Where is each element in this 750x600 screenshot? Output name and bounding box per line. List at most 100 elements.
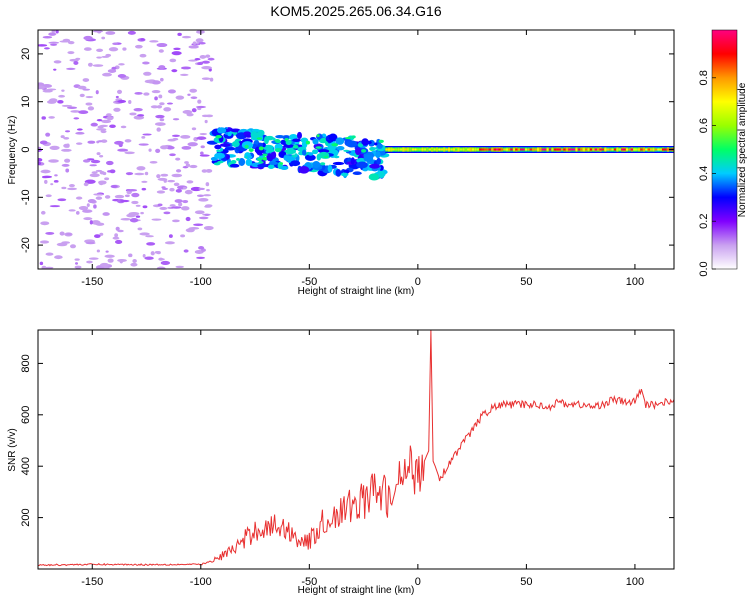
spectrogram-cell — [115, 226, 120, 231]
spectrogram-cell — [45, 231, 55, 235]
central-line-core — [565, 148, 569, 151]
spectrogram-cell — [166, 145, 175, 150]
spectrogram-cell — [144, 256, 154, 260]
spectrogram-cell — [266, 148, 275, 153]
spectrogram-cell — [66, 106, 78, 109]
central-line-core — [592, 148, 596, 151]
central-line-core — [609, 148, 613, 151]
spectrogram-core — [357, 143, 364, 148]
central-line-core — [520, 148, 524, 151]
spectrogram-cell — [67, 40, 75, 45]
spectrogram-cell — [354, 147, 362, 156]
spectrogram-cell — [115, 95, 119, 99]
spectrogram-cell — [91, 171, 98, 174]
spectrogram-cell — [107, 69, 117, 73]
spectrogram-cell — [201, 169, 208, 173]
spectrogram-cell — [201, 65, 212, 70]
spectrogram-cell — [83, 182, 89, 187]
spectrogram-cell — [163, 179, 167, 183]
spectrogram-cell — [204, 119, 208, 124]
central-line-core — [664, 148, 668, 151]
spectrogram-cell — [283, 155, 291, 161]
central-line-core — [435, 148, 439, 151]
spectrogram-cell — [114, 233, 119, 238]
spectrogram-cell — [95, 196, 103, 200]
spectrogram-cell — [205, 182, 210, 187]
spectrogram-cell — [96, 152, 101, 156]
spectrogram-cell — [173, 182, 180, 187]
spectrogram-cell — [143, 92, 150, 96]
spectrogram-cell — [307, 152, 314, 156]
spectrogram-cell — [225, 154, 230, 160]
snr-x-label: Height of straight line (km) — [298, 585, 415, 596]
spectrogram-cell — [94, 234, 101, 239]
spectrogram-cell — [59, 231, 65, 236]
spectrogram-cell — [127, 188, 138, 192]
spectrogram-cell — [336, 146, 345, 151]
spectrogram-cell — [205, 54, 211, 58]
central-line-core — [556, 148, 560, 151]
spectrogram-cell — [328, 133, 338, 142]
spectrogram-cell — [100, 129, 107, 134]
spectrogram-cell — [100, 262, 110, 268]
spectrogram-cell — [196, 256, 205, 260]
spectrogram-cell — [118, 63, 125, 66]
spectrogram-cell — [135, 215, 141, 218]
spectrogram-cell — [95, 90, 99, 95]
spectrogram-cell — [56, 242, 68, 247]
snr-y-label: SNR (v/v) — [7, 428, 18, 471]
spectrogram-cell — [352, 171, 362, 176]
spectrogram-x-tick-label: 0 — [415, 276, 421, 288]
spectrogram-cell — [42, 36, 53, 39]
spectrogram-cell — [117, 99, 127, 104]
central-line-core — [414, 148, 418, 151]
central-line-core — [445, 148, 449, 151]
spectrogram-cell — [145, 235, 154, 238]
spectrogram-cell — [378, 170, 385, 179]
spectrogram-core — [361, 149, 367, 153]
snr-x-tick-label: -150 — [81, 576, 103, 588]
central-line-core — [426, 148, 430, 151]
spectrogram-cell — [66, 143, 70, 148]
spectrogram-core — [378, 139, 384, 143]
spectrogram-cell — [154, 251, 159, 254]
spectrogram-cell — [137, 227, 143, 231]
spectrogram-cell — [180, 134, 191, 139]
spectrogram-cell — [175, 95, 185, 100]
spectrogram-cell — [166, 102, 174, 105]
spectrogram-cell — [151, 80, 161, 85]
spectrogram-cell — [57, 100, 64, 104]
spectrogram-cell — [93, 204, 97, 209]
spectrogram-cell — [187, 142, 198, 147]
spectrogram-cell — [214, 144, 222, 150]
spectrogram-cell — [67, 51, 75, 55]
spectrogram-cell — [199, 55, 207, 59]
spectrogram-cell — [116, 89, 123, 94]
spectrogram-cell — [49, 98, 58, 103]
spectrogram-cell — [70, 110, 81, 113]
central-line-core — [582, 148, 586, 151]
spectrogram-cell — [376, 157, 381, 165]
spectrogram-x-tick-label: -150 — [81, 276, 103, 288]
colorbar-tick-label: 0.0 — [698, 261, 710, 276]
spectrogram-cell — [128, 212, 140, 216]
spectrogram-cell — [268, 161, 279, 165]
spectrogram-cell — [99, 232, 104, 236]
central-line-core — [589, 148, 593, 151]
central-line-core — [532, 148, 536, 151]
spectrogram-cell — [175, 169, 182, 173]
chart-title: KOM5.2025.265.06.34.G16 — [270, 3, 441, 19]
spectrogram-cell — [199, 132, 208, 136]
spectrogram-cell — [128, 99, 132, 105]
spectrogram-cell — [112, 42, 119, 45]
spectrogram-cell — [87, 140, 96, 144]
spectrogram-cell — [154, 122, 166, 126]
spectrogram-cell — [132, 259, 137, 264]
spectrogram-cell — [317, 149, 330, 154]
spectrogram-cell — [362, 167, 369, 172]
spectrogram-cell — [340, 172, 349, 177]
central-line-core — [560, 148, 564, 151]
spectrogram-cell — [85, 95, 94, 99]
spectrogram-core — [257, 157, 263, 161]
spectrogram-cell — [171, 206, 182, 209]
